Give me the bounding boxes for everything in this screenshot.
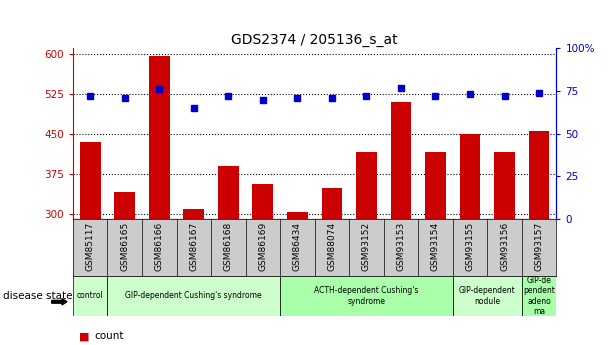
Text: GSM85117: GSM85117 [86, 222, 95, 271]
Text: GIP-dependent Cushing's syndrome: GIP-dependent Cushing's syndrome [125, 291, 262, 300]
Text: GSM93155: GSM93155 [466, 222, 474, 271]
Text: GSM86167: GSM86167 [189, 222, 198, 271]
Bar [522, 276, 556, 316]
Text: GSM86169: GSM86169 [258, 222, 268, 271]
Bar [460, 134, 480, 219]
Bar [218, 166, 239, 219]
Bar [114, 193, 135, 219]
Text: control: control [77, 291, 103, 300]
Bar [390, 102, 411, 219]
Text: GSM86434: GSM86434 [293, 222, 302, 271]
Text: GSM88074: GSM88074 [327, 222, 336, 271]
Text: GSM93154: GSM93154 [431, 222, 440, 271]
Bar [80, 142, 100, 219]
Text: GIP-dependent
nodule: GIP-dependent nodule [459, 286, 516, 306]
Text: GSM86166: GSM86166 [155, 222, 164, 271]
Bar [494, 152, 515, 219]
Text: ■: ■ [79, 332, 89, 341]
Text: GSM93156: GSM93156 [500, 222, 509, 271]
Bar [322, 188, 342, 219]
Text: count: count [94, 332, 124, 341]
Bar [149, 56, 170, 219]
Text: GIP-de
pendent
adeno
ma: GIP-de pendent adeno ma [523, 276, 555, 316]
Title: GDS2374 / 205136_s_at: GDS2374 / 205136_s_at [231, 33, 398, 47]
Text: ACTH-dependent Cushing's
syndrome: ACTH-dependent Cushing's syndrome [314, 286, 419, 306]
Text: GSM86168: GSM86168 [224, 222, 233, 271]
Bar [287, 212, 308, 219]
Text: GSM93153: GSM93153 [396, 222, 406, 271]
Bar [108, 276, 280, 316]
Bar [280, 276, 453, 316]
Bar [73, 276, 108, 316]
Text: disease state: disease state [3, 291, 72, 301]
Bar [184, 209, 204, 219]
Bar [425, 152, 446, 219]
Bar [252, 184, 273, 219]
Bar [529, 131, 550, 219]
Text: GSM86165: GSM86165 [120, 222, 130, 271]
Text: GSM93152: GSM93152 [362, 222, 371, 271]
Bar [356, 152, 377, 219]
Text: GSM93157: GSM93157 [534, 222, 544, 271]
Bar [453, 276, 522, 316]
